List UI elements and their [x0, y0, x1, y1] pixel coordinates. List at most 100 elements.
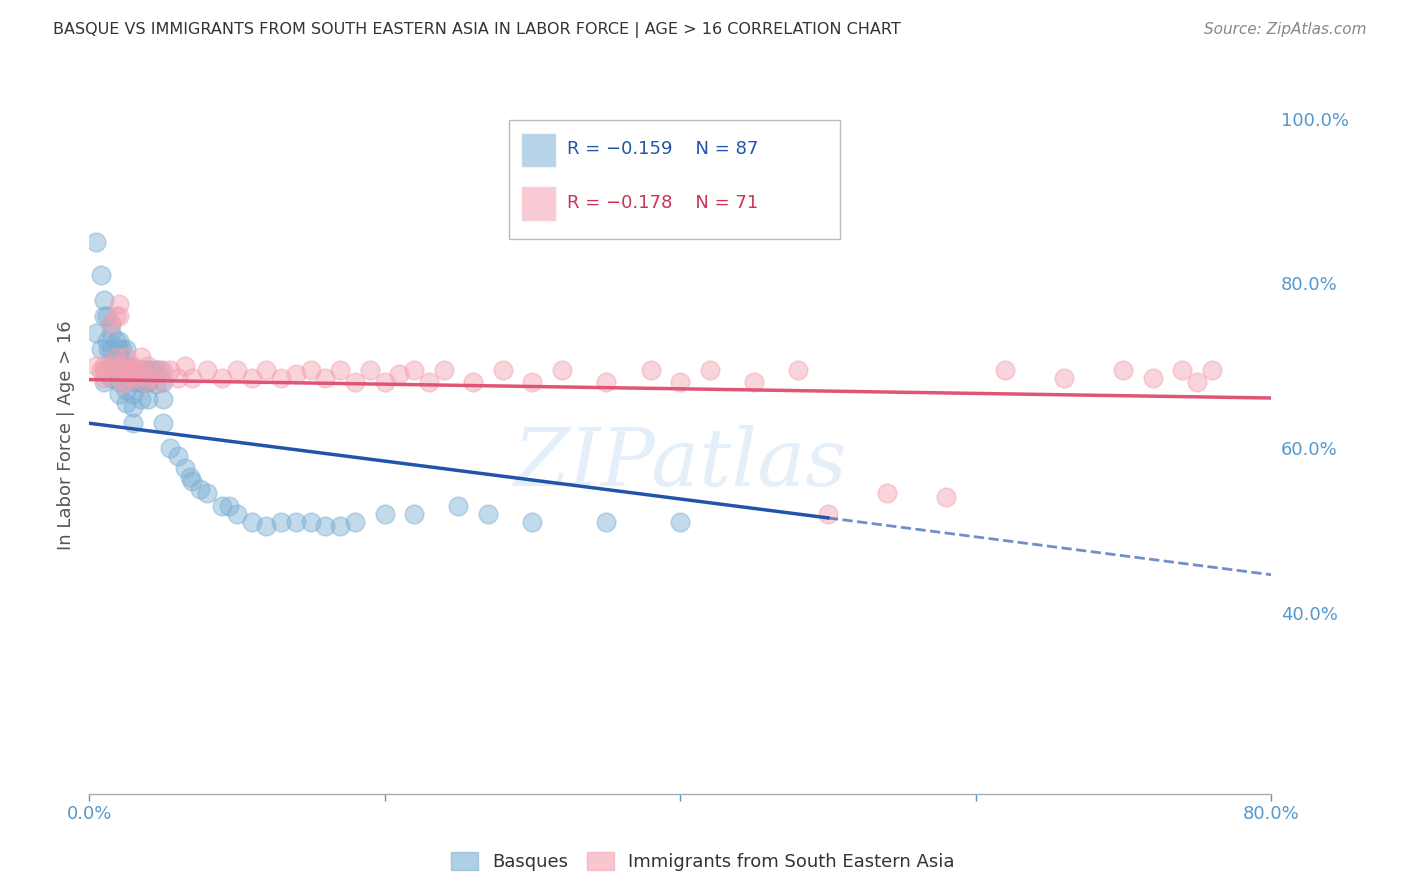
Point: [125, 362, 148, 376]
Point: [299, 515, 322, 529]
FancyBboxPatch shape: [520, 133, 555, 167]
Point: [149, 375, 172, 389]
Point: [404, 507, 426, 521]
Point: [492, 362, 515, 376]
Point: [115, 351, 138, 365]
Point: [120, 362, 142, 376]
Point: [433, 362, 456, 376]
Point: [120, 359, 142, 373]
Point: [522, 375, 544, 389]
Point: [110, 342, 132, 356]
Point: [107, 359, 129, 373]
Point: [174, 359, 197, 373]
Point: [284, 515, 307, 529]
Point: [107, 346, 129, 360]
Point: [145, 376, 167, 391]
Point: [86, 359, 108, 373]
Point: [134, 375, 156, 389]
Point: [374, 375, 396, 389]
Point: [93, 362, 115, 376]
Point: [115, 342, 138, 356]
Point: [1171, 362, 1194, 376]
Point: [134, 375, 156, 389]
Point: [86, 235, 108, 249]
Point: [159, 362, 181, 376]
Point: [136, 375, 159, 389]
Point: [254, 519, 277, 533]
Point: [225, 362, 247, 376]
Point: [122, 371, 145, 385]
Point: [107, 367, 129, 381]
Point: [115, 375, 138, 389]
Point: [110, 362, 132, 376]
Point: [122, 362, 145, 376]
Point: [104, 351, 127, 365]
Point: [463, 375, 485, 389]
Point: [90, 362, 112, 376]
Point: [107, 375, 129, 389]
Point: [477, 507, 499, 521]
Point: [211, 371, 233, 385]
Point: [90, 342, 112, 356]
Point: [110, 375, 132, 389]
Point: [240, 515, 263, 529]
Point: [122, 416, 145, 430]
Point: [1112, 362, 1135, 376]
Point: [181, 474, 204, 488]
Point: [388, 367, 411, 381]
Point: [787, 362, 810, 376]
Point: [522, 515, 544, 529]
Point: [90, 268, 112, 282]
Point: [211, 499, 233, 513]
Point: [100, 371, 122, 385]
Point: [100, 342, 122, 356]
Point: [96, 309, 118, 323]
Point: [1201, 362, 1223, 376]
Point: [742, 375, 765, 389]
Point: [104, 309, 127, 323]
Point: [314, 371, 336, 385]
Point: [374, 507, 396, 521]
Text: BASQUE VS IMMIGRANTS FROM SOUTH EASTERN ASIA IN LABOR FORCE | AGE > 16 CORRELATI: BASQUE VS IMMIGRANTS FROM SOUTH EASTERN …: [53, 22, 901, 38]
Point: [115, 359, 138, 373]
Point: [115, 395, 138, 409]
Point: [104, 334, 127, 348]
Point: [100, 318, 122, 332]
Point: [107, 297, 129, 311]
Point: [136, 359, 159, 373]
Point: [93, 359, 115, 373]
Point: [93, 309, 115, 323]
Point: [152, 416, 174, 430]
Point: [115, 362, 138, 376]
Point: [225, 507, 247, 521]
FancyBboxPatch shape: [509, 120, 839, 238]
Point: [159, 441, 181, 455]
Point: [136, 392, 159, 406]
Point: [876, 486, 898, 500]
Point: [107, 359, 129, 373]
Point: [314, 519, 336, 533]
Point: [359, 362, 381, 376]
Point: [166, 449, 188, 463]
Point: [100, 359, 122, 373]
Point: [107, 309, 129, 323]
Point: [125, 362, 148, 376]
Point: [179, 469, 201, 483]
Point: [136, 371, 159, 385]
Point: [1142, 371, 1164, 385]
Point: [104, 351, 127, 365]
Point: [129, 375, 152, 389]
Point: [122, 387, 145, 401]
Point: [551, 362, 574, 376]
Point: [120, 371, 142, 385]
Point: [329, 362, 352, 376]
Point: [218, 499, 240, 513]
Point: [134, 362, 156, 376]
Point: [152, 392, 174, 406]
Point: [129, 375, 152, 389]
Point: [125, 375, 148, 389]
Point: [129, 362, 152, 376]
Point: [640, 362, 662, 376]
Point: [122, 375, 145, 389]
Point: [122, 359, 145, 373]
